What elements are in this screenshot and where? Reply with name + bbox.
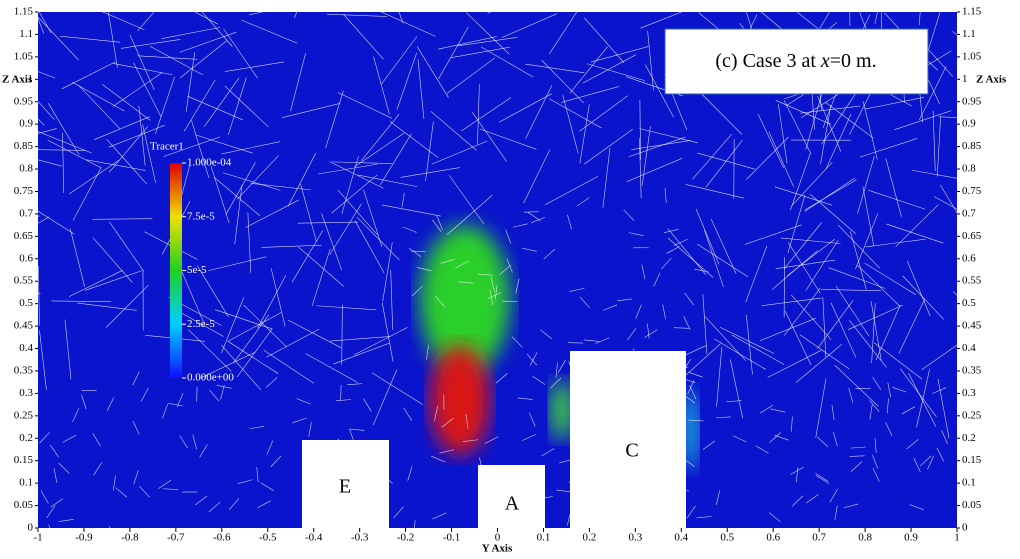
- building-label: E: [339, 476, 351, 498]
- y-tick-label: 0.9: [962, 118, 976, 130]
- x-tick-label: 0.5: [720, 532, 734, 544]
- colorbar: [170, 163, 182, 378]
- y-tick-label: 0.1: [962, 477, 976, 489]
- annotation-text: =0 m.: [830, 50, 877, 72]
- y-tick-label: 0.45: [14, 320, 34, 332]
- building-label: C: [625, 440, 638, 462]
- x-tick-label: -0.9: [75, 532, 93, 544]
- page: {"chart_data": {"type": "field", "annota…: [0, 0, 1020, 559]
- y-tick-label: 0.15: [962, 454, 982, 466]
- x-tick-label: 1: [954, 532, 960, 544]
- x-tick-label: -0.7: [167, 532, 185, 544]
- annotation: (c) Case 3 at x=0 m.: [715, 50, 876, 72]
- y-tick-label: 0.7: [19, 207, 33, 219]
- y-tick-label: 0.5: [19, 297, 33, 309]
- y-tick-label: 0.8: [19, 163, 33, 175]
- y-tick-label: 0.75: [14, 185, 34, 197]
- x-tick-label: 0.6: [766, 532, 780, 544]
- y-tick-label: 0.85: [14, 140, 34, 152]
- y-tick-label: 0.35: [14, 364, 34, 376]
- x-tick-label: -0.8: [121, 532, 139, 544]
- x-tick-label: -0.5: [259, 532, 277, 544]
- y-tick-label: 0.7: [962, 207, 976, 219]
- y-tick-label: 0.25: [14, 409, 34, 421]
- x-tick-label: -0.2: [397, 532, 414, 544]
- y-tick-label: 0.35: [962, 364, 982, 376]
- y-tick-label: 0.6: [19, 252, 33, 264]
- y-tick-label: 0.5: [962, 297, 976, 309]
- y-tick-label: 0.95: [14, 95, 34, 107]
- y-tick-label: 0.05: [962, 499, 982, 511]
- x-tick-label: -1: [33, 532, 42, 544]
- y-tick-label: 0.9: [19, 118, 33, 130]
- y-tick-label: 0.1: [19, 477, 33, 489]
- y-tick-label: 0.95: [962, 95, 982, 107]
- mesh-edge: [110, 526, 113, 541]
- y-tick-label: 1.15: [14, 6, 34, 18]
- y-tick-label: 0.65: [14, 230, 34, 242]
- y-tick-label: 0.8: [962, 163, 976, 175]
- y-tick-label: 0.75: [962, 185, 982, 197]
- colorbar-tick-label: 5e-5: [187, 264, 207, 276]
- annotation-variable: x: [820, 50, 830, 72]
- x-tick-label: -0.6: [213, 532, 231, 544]
- x-tick-label: 0: [495, 532, 501, 544]
- y-tick-label: 0.4: [19, 342, 33, 354]
- x-tick-label: 0.4: [674, 532, 688, 544]
- figure: E A C (c) Case 3 at x=0 m. Tracer1 1.000…: [0, 0, 1020, 559]
- x-tick-label: 0.2: [583, 532, 597, 544]
- y-tick-label: 1.05: [14, 50, 34, 62]
- y-tick-label: 0.2: [19, 432, 33, 444]
- y-tick-label: 0.15: [14, 454, 34, 466]
- x-tick-label: -0.4: [305, 532, 323, 544]
- y-tick-label: 0.45: [962, 320, 982, 332]
- y-tick-label: 0.3: [19, 387, 33, 399]
- y-tick-label: 0.65: [962, 230, 982, 242]
- building-label: A: [505, 493, 520, 515]
- y-tick-label: 1.05: [962, 50, 982, 62]
- x-tick-label: -0.1: [443, 532, 460, 544]
- y-tick-label: 0.55: [14, 275, 34, 287]
- colorbar-tick-label: 2.5e-5: [187, 318, 215, 330]
- x-tick-label: 0.8: [858, 532, 872, 544]
- y-tick-label: 0.25: [962, 409, 982, 421]
- y-tick-label: 1.15: [962, 6, 982, 18]
- mesh-edge: [488, 0, 539, 14]
- y-tick-label: 0.2: [962, 432, 976, 444]
- y-tick-label: 0.6: [962, 252, 976, 264]
- plume-red: [430, 345, 490, 455]
- colorbar-title: Tracer1: [150, 141, 184, 153]
- x-axis-label: Y Axis: [482, 543, 513, 555]
- y-tick-label: 0.3: [962, 387, 976, 399]
- x-tick-label: 0.3: [628, 532, 642, 544]
- y-tick-label: 0.55: [962, 275, 982, 287]
- colorbar-tick-label: 7.5e-5: [187, 210, 215, 222]
- colorbar-tick-label: 1.000e-04: [187, 157, 232, 169]
- y-tick-label: 1.1: [19, 28, 33, 40]
- y-tick-label: 1: [28, 73, 34, 85]
- annotation-text: (c) Case 3 at: [715, 50, 821, 72]
- x-tick-label: -0.3: [351, 532, 369, 544]
- colorbar-tick-label: 0.000e+00: [187, 372, 234, 384]
- y-tick-label: 0.85: [962, 140, 982, 152]
- mesh-edge: [34, 487, 38, 502]
- x-tick-label: 0.9: [904, 532, 918, 544]
- y-tick-label: 1.1: [962, 28, 976, 40]
- y-tick-label: 0: [28, 522, 34, 534]
- y-tick-label: 0.05: [14, 499, 34, 511]
- y-tick-label: 0.4: [962, 342, 976, 354]
- y-tick-label: 0: [962, 522, 968, 534]
- y-tick-label: 1: [962, 73, 968, 85]
- x-tick-label: 0.7: [812, 532, 826, 544]
- y-axis-label: Z Axis: [976, 74, 1007, 86]
- x-tick-label: 0.1: [537, 532, 551, 544]
